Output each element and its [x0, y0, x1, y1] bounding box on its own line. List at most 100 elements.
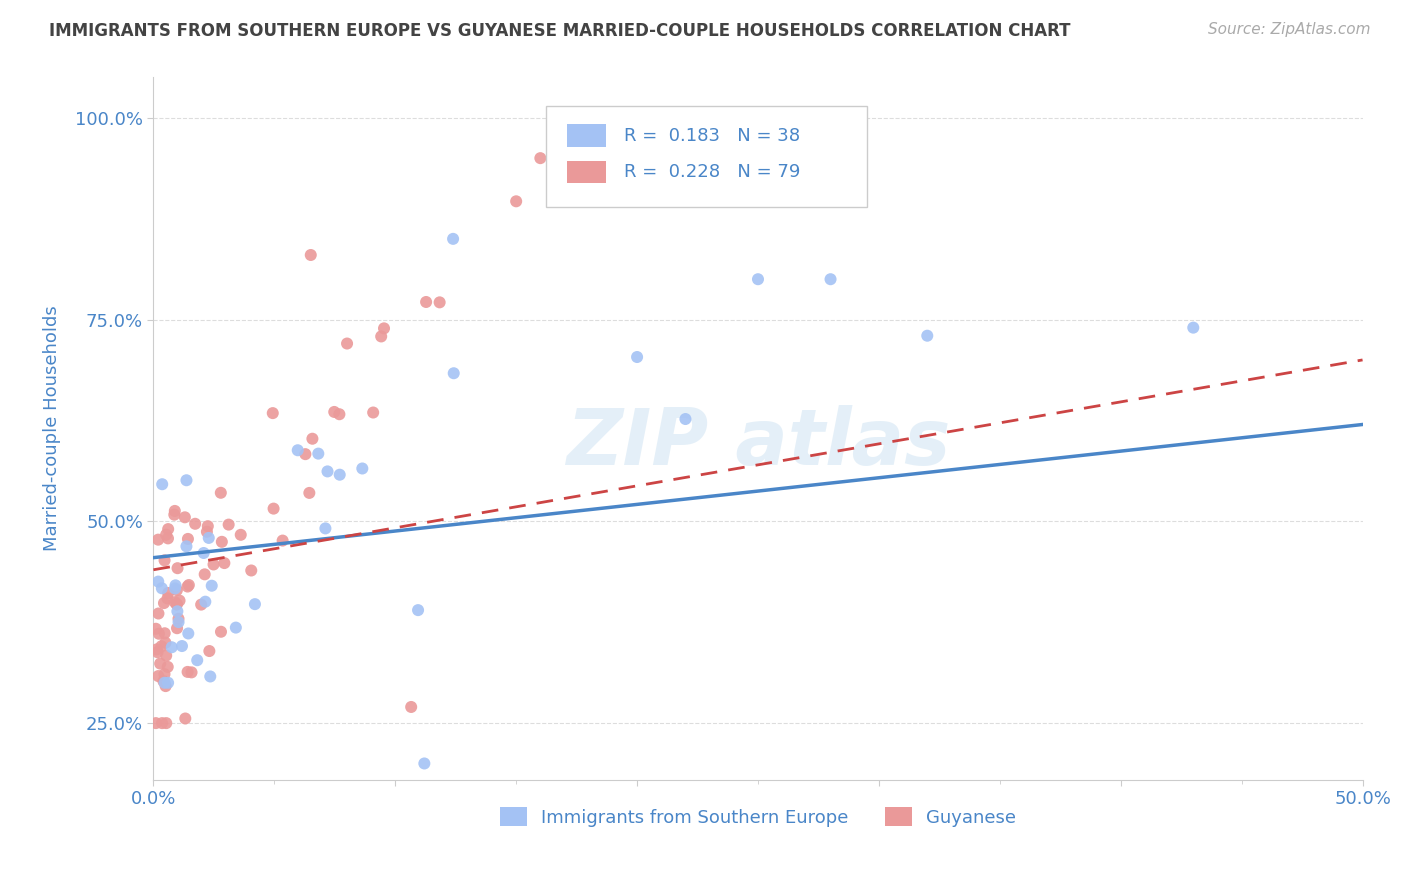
Point	[229, 528, 252, 542]
Point	[157, 675, 180, 690]
Point	[307, 447, 329, 461]
FancyBboxPatch shape	[567, 161, 606, 184]
Point	[150, 640, 173, 654]
Point	[370, 329, 392, 343]
Point	[156, 532, 179, 546]
Point	[176, 580, 198, 594]
Point	[148, 607, 170, 621]
Point	[176, 473, 198, 487]
Point	[166, 604, 188, 618]
Point	[301, 432, 323, 446]
Point	[146, 645, 169, 659]
Point	[429, 295, 451, 310]
Point	[163, 595, 186, 609]
Point	[193, 546, 215, 560]
Point	[176, 665, 198, 679]
FancyBboxPatch shape	[547, 105, 868, 207]
Point	[148, 669, 170, 683]
Point	[157, 522, 180, 536]
Point	[149, 657, 172, 671]
Point	[148, 533, 170, 547]
Point	[148, 574, 170, 589]
Point	[194, 567, 217, 582]
Point	[225, 621, 247, 635]
Point	[399, 700, 422, 714]
Point	[165, 578, 187, 592]
Point	[167, 612, 190, 626]
Y-axis label: Married-couple Households: Married-couple Households	[44, 306, 60, 551]
Point	[173, 510, 195, 524]
Text: R =  0.183   N = 38: R = 0.183 N = 38	[624, 127, 800, 145]
Point	[163, 508, 186, 522]
Point	[169, 593, 191, 607]
Point	[675, 412, 697, 426]
Point	[155, 716, 177, 731]
Point	[626, 151, 648, 165]
Point	[186, 653, 208, 667]
Point	[153, 596, 176, 610]
Point	[271, 533, 294, 548]
Point	[529, 151, 551, 165]
Point	[209, 485, 232, 500]
Point	[352, 461, 374, 475]
Point	[198, 644, 221, 658]
Point	[413, 756, 436, 771]
Point	[406, 603, 429, 617]
Point	[323, 405, 346, 419]
Point	[150, 477, 173, 491]
Point	[150, 716, 173, 731]
Point	[153, 553, 176, 567]
Point	[328, 407, 350, 421]
Point	[155, 679, 177, 693]
Point	[153, 667, 176, 681]
Text: IMMIGRANTS FROM SOUTHERN EUROPE VS GUYANESE MARRIED-COUPLE HOUSEHOLDS CORRELATIO: IMMIGRANTS FROM SOUTHERN EUROPE VS GUYAN…	[49, 22, 1071, 40]
Point	[263, 501, 285, 516]
Point	[1182, 320, 1205, 334]
Point	[626, 350, 648, 364]
Point	[165, 582, 187, 596]
Point	[160, 640, 183, 655]
Point	[156, 660, 179, 674]
Point	[723, 151, 745, 165]
Point	[166, 597, 188, 611]
Point	[166, 583, 188, 598]
Point	[148, 626, 170, 640]
Point	[145, 642, 167, 657]
Point	[820, 272, 842, 286]
Point	[145, 716, 167, 731]
Point	[262, 406, 284, 420]
Point	[329, 467, 352, 482]
Point	[443, 366, 465, 380]
Point	[917, 328, 939, 343]
Point	[361, 405, 384, 419]
Point	[155, 648, 177, 663]
Point	[166, 621, 188, 635]
Point	[167, 615, 190, 629]
Point	[190, 598, 212, 612]
Point	[200, 669, 222, 683]
Point	[157, 586, 180, 600]
Point	[166, 598, 188, 612]
Point	[209, 624, 232, 639]
Point	[180, 665, 202, 680]
Point	[176, 539, 198, 553]
Point	[415, 295, 437, 310]
Point	[298, 486, 321, 500]
Text: R =  0.228   N = 79: R = 0.228 N = 79	[624, 163, 800, 181]
Point	[177, 626, 200, 640]
Point	[156, 591, 179, 606]
Point	[177, 532, 200, 546]
Point	[299, 248, 322, 262]
Point	[152, 674, 174, 689]
Point	[240, 564, 263, 578]
Point	[195, 524, 218, 539]
Text: Source: ZipAtlas.com: Source: ZipAtlas.com	[1208, 22, 1371, 37]
Point	[155, 635, 177, 649]
Point	[294, 447, 316, 461]
Point	[153, 675, 176, 690]
Point	[150, 581, 173, 595]
Point	[316, 464, 339, 478]
Point	[194, 595, 217, 609]
Point	[441, 232, 464, 246]
Point	[153, 626, 176, 640]
